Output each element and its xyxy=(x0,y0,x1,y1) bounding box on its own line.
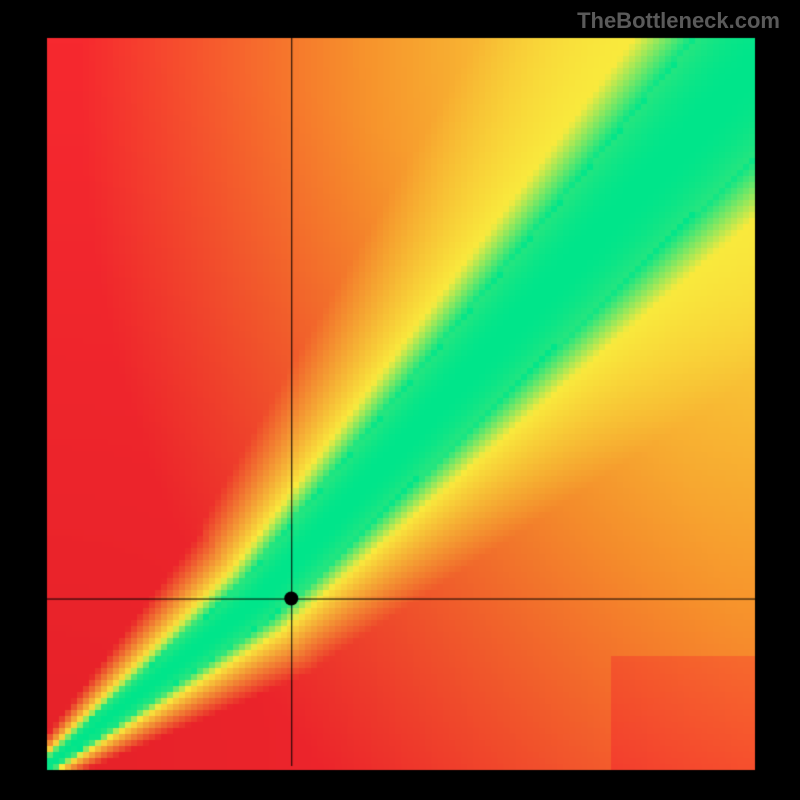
bottleneck-heatmap xyxy=(0,0,800,800)
watermark-text: TheBottleneck.com xyxy=(577,8,780,34)
chart-container: TheBottleneck.com xyxy=(0,0,800,800)
